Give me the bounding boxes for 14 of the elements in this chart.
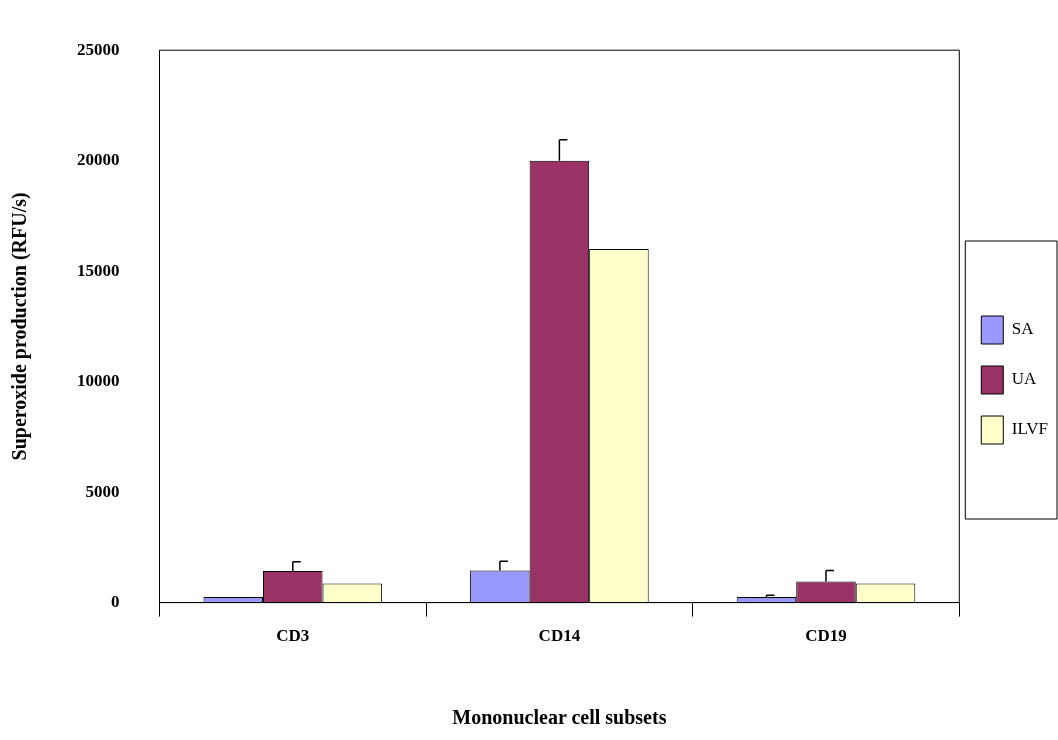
y-tick-label: 25000 [77, 39, 120, 59]
y-tick-label: 10000 [77, 371, 120, 391]
y-tick-label: 20000 [77, 150, 120, 170]
x-tick-label: CD14 [538, 626, 581, 646]
y-tick-label: 15000 [77, 260, 120, 280]
x-tick-label: CD19 [805, 626, 847, 646]
x-axis-title: Mononuclear cell subsets [452, 706, 667, 729]
legend-label: UA [1011, 369, 1038, 389]
legend-label: SA [1011, 319, 1035, 339]
y-tick-label: 5000 [85, 481, 120, 501]
legend-label: ILVF [1011, 419, 1048, 439]
y-axis-title: Superoxide production (RFU/s) [8, 192, 32, 461]
x-tick-label: CD3 [276, 626, 310, 646]
y-tick-label: 0 [111, 591, 120, 611]
